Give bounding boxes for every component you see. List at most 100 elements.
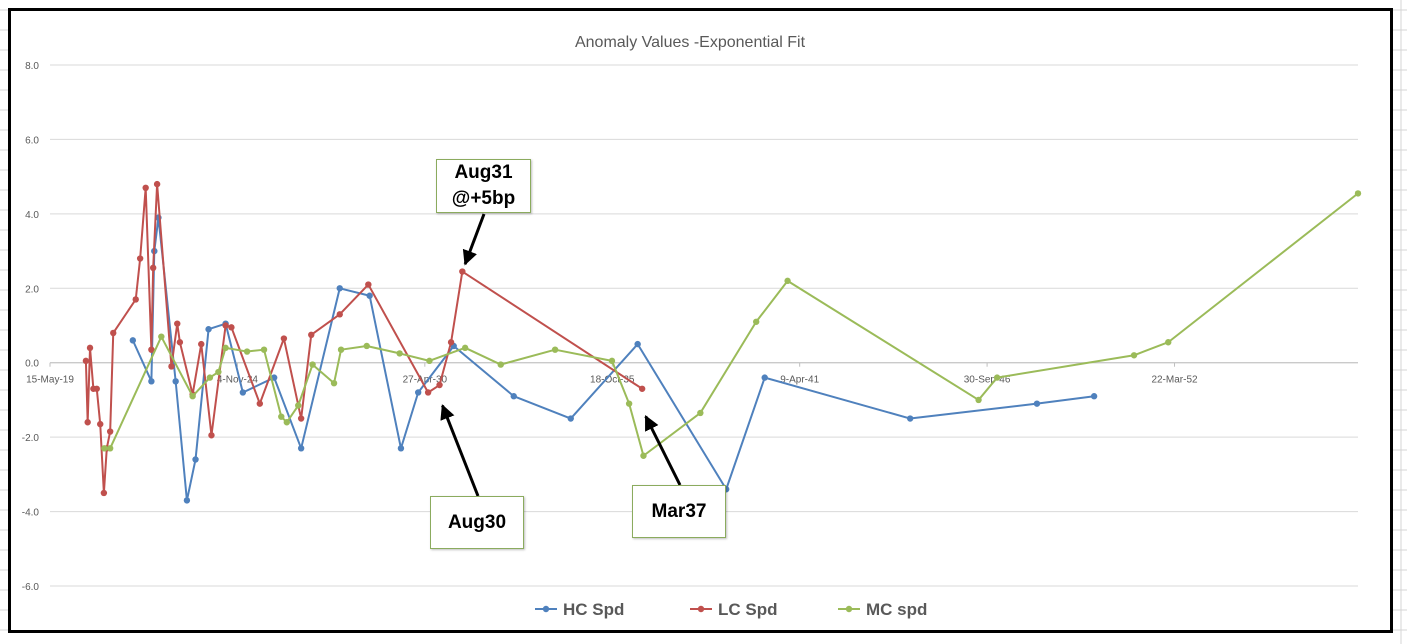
data-point-hc-spd — [397, 445, 405, 452]
data-point-mc-spd — [206, 374, 214, 381]
legend-item-lc-spd[interactable]: LC Spd — [690, 600, 778, 619]
data-point-lc-spd — [153, 180, 161, 188]
data-point-mc-spd — [158, 333, 165, 340]
callout-arrow — [462, 213, 486, 266]
data-point-mc-spd — [396, 350, 403, 357]
y-tick-label: 8.0 — [25, 61, 39, 72]
data-point-mc-spd — [1354, 190, 1362, 197]
callout-arrow — [440, 404, 480, 497]
data-point-hc-spd — [366, 292, 373, 299]
data-point-mc-spd — [295, 402, 302, 409]
legend-marker — [845, 605, 853, 613]
data-point-mc-spd — [106, 445, 114, 452]
data-point-mc-spd — [640, 452, 647, 459]
data-point-hc-spd — [634, 340, 641, 348]
data-point-lc-spd — [280, 335, 288, 342]
data-point-hc-spd — [183, 497, 191, 504]
x-tick-label: 9-Apr-41 — [780, 375, 819, 386]
series-lines — [82, 180, 1362, 504]
data-point-lc-spd — [136, 255, 144, 262]
series-line-mc-spd — [104, 192, 1359, 457]
data-point-hc-spd — [1090, 393, 1098, 400]
data-point-lc-spd — [93, 385, 100, 392]
data-point-lc-spd — [176, 339, 184, 346]
data-point-mc-spd — [1130, 352, 1138, 359]
y-tick-label: -6.0 — [22, 582, 40, 593]
data-point-mc-spd — [784, 277, 791, 285]
data-point-lc-spd — [97, 420, 104, 428]
chart-title: Anomaly Values -Exponential Fit — [575, 34, 806, 51]
data-point-lc-spd — [149, 264, 157, 272]
callout-arrows — [440, 213, 682, 497]
data-point-hc-spd — [129, 337, 137, 344]
data-point-lc-spd — [447, 339, 455, 346]
legend-label: MC spd — [866, 600, 927, 619]
data-point-hc-spd — [172, 378, 179, 385]
x-tick-label: 22-Mar-52 — [1151, 375, 1198, 386]
data-point-lc-spd — [86, 344, 94, 352]
data-point-hc-spd — [148, 378, 155, 385]
data-point-mc-spd — [260, 346, 268, 353]
data-point-lc-spd — [168, 363, 175, 370]
legend-label: LC Spd — [718, 600, 778, 619]
data-point-lc-spd — [424, 389, 432, 396]
data-point-lc-spd — [436, 381, 443, 389]
y-tick-label: 6.0 — [25, 135, 39, 146]
data-point-lc-spd — [459, 268, 466, 275]
data-point-mc-spd — [752, 318, 760, 325]
legend-item-hc-spd[interactable]: HC Spd — [535, 600, 624, 619]
y-tick-label: 2.0 — [25, 284, 39, 295]
data-point-mc-spd — [497, 361, 504, 368]
data-point-hc-spd — [192, 456, 199, 463]
data-point-lc-spd — [365, 281, 372, 288]
x-tick-label: 15-May-19 — [26, 375, 74, 386]
data-point-lc-spd — [84, 419, 91, 426]
data-point-lc-spd — [132, 296, 139, 303]
data-point-lc-spd — [142, 184, 149, 192]
data-point-mc-spd — [975, 396, 982, 404]
x-tick-label: 4-Nov-24 — [217, 375, 259, 386]
series-line-lc-spd — [84, 183, 643, 494]
x-tick-label: 27-Apr-30 — [403, 375, 448, 386]
data-point-hc-spd — [906, 415, 914, 422]
data-point-hc-spd — [761, 374, 768, 381]
y-tick-label: -4.0 — [22, 508, 40, 519]
data-point-lc-spd — [208, 432, 215, 439]
legend: HC Spd LC Spd MC spd — [535, 600, 927, 619]
y-tick-label: -2.0 — [22, 433, 40, 444]
data-point-hc-spd — [414, 389, 422, 396]
data-point-lc-spd — [100, 489, 108, 497]
data-point-mc-spd — [330, 379, 338, 387]
data-point-mc-spd — [551, 346, 559, 353]
callout-mar37[interactable]: Mar37 — [632, 485, 726, 538]
legend-label: HC Spd — [563, 600, 624, 619]
data-point-hc-spd — [205, 326, 212, 333]
data-point-lc-spd — [82, 357, 90, 365]
data-point-mc-spd — [426, 357, 433, 365]
data-point-mc-spd — [461, 344, 469, 352]
callout-aug31[interactable]: Aug31 @+5bp — [436, 159, 531, 213]
data-point-mc-spd — [283, 419, 291, 426]
data-point-lc-spd — [174, 320, 181, 327]
data-point-mc-spd — [625, 400, 633, 407]
gridlines — [50, 64, 1358, 587]
data-point-mc-spd — [222, 344, 229, 352]
data-point-mc-spd — [243, 348, 251, 355]
legend-item-mc-spd[interactable]: MC spd — [838, 600, 927, 619]
data-point-mc-spd — [697, 409, 704, 417]
data-point-mc-spd — [1165, 339, 1172, 346]
x-tick-label: 18-Oct-35 — [590, 375, 635, 386]
data-point-lc-spd — [336, 311, 343, 318]
data-point-mc-spd — [309, 361, 316, 368]
data-point-mc-spd — [215, 368, 222, 376]
data-point-lc-spd — [256, 400, 264, 407]
x-tick-label: 30-Sep-46 — [964, 375, 1011, 386]
data-point-lc-spd — [148, 346, 155, 353]
series-mc-spd — [101, 190, 1362, 459]
data-point-lc-spd — [638, 385, 646, 392]
data-point-lc-spd — [106, 428, 114, 435]
data-point-hc-spd — [1033, 400, 1041, 407]
callout-aug30[interactable]: Aug30 — [430, 496, 524, 549]
y-tick-label: 0.0 — [25, 359, 39, 370]
